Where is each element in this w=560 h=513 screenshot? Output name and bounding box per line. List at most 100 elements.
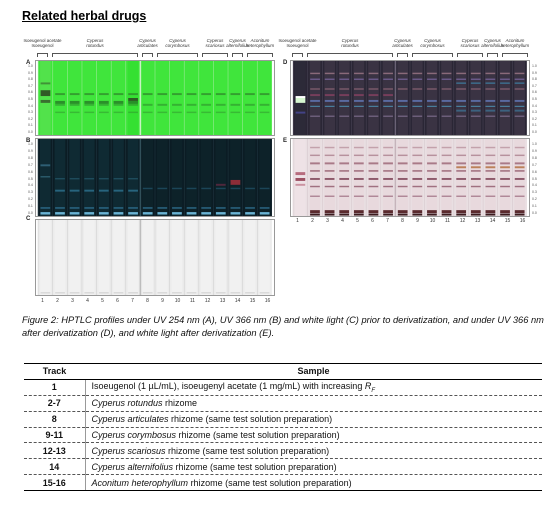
- rf-tick-label: 0.3: [532, 110, 537, 114]
- lane: [427, 61, 438, 135]
- band: [128, 104, 138, 106]
- band: [369, 106, 379, 107]
- band: [216, 188, 226, 189]
- rf-tick-label: 0.2: [28, 197, 33, 201]
- band: [412, 116, 422, 117]
- band: [412, 196, 422, 197]
- band: [201, 212, 211, 214]
- lane: [84, 61, 95, 135]
- band: [354, 210, 364, 213]
- track-number: 13: [473, 218, 483, 224]
- band: [114, 292, 124, 293]
- rf-tick-label: 0.1: [28, 204, 33, 208]
- band: [369, 100, 379, 102]
- band: [295, 184, 305, 186]
- band: [427, 155, 437, 156]
- band: [515, 79, 525, 80]
- rf-tick-label: 0.4: [532, 104, 537, 108]
- band: [427, 178, 437, 180]
- band: [201, 104, 211, 106]
- table-row: 14 Cyperus alternifolius rhizome (same t…: [24, 459, 542, 475]
- lane: [230, 61, 241, 135]
- lane: [500, 139, 511, 216]
- rf-subscript: F: [371, 388, 375, 394]
- lane: [383, 61, 394, 135]
- band: [187, 207, 197, 208]
- band: [486, 162, 496, 164]
- track-cell: 1: [24, 379, 85, 395]
- lane: [99, 220, 110, 295]
- band: [354, 73, 364, 74]
- track-number: 11: [443, 218, 453, 224]
- band: [339, 147, 349, 148]
- hptlc-plate-white-light: [35, 219, 275, 296]
- header-sample: Sample: [85, 364, 542, 380]
- lane: [172, 61, 183, 135]
- track-number: 2: [53, 298, 63, 304]
- band: [260, 93, 270, 95]
- track-cell: 9-11: [24, 427, 85, 443]
- band: [456, 214, 466, 216]
- band: [456, 88, 466, 89]
- band: [187, 188, 197, 189]
- lane: [128, 220, 139, 295]
- group-bracket: [142, 53, 153, 54]
- band: [310, 155, 320, 156]
- lane: [215, 220, 226, 295]
- band: [369, 214, 379, 216]
- band: [442, 178, 452, 180]
- lane: [55, 61, 66, 135]
- band: [485, 79, 495, 80]
- band: [41, 90, 51, 96]
- band: [310, 178, 320, 180]
- lane: [500, 61, 511, 135]
- lane: [69, 61, 80, 135]
- band: [471, 106, 481, 107]
- band: [260, 207, 270, 208]
- band: [412, 88, 422, 89]
- track-cell: 2-7: [24, 395, 85, 411]
- band: [500, 100, 510, 102]
- band: [398, 162, 408, 164]
- sample-cell: Cyperus articulates rhizome (same test s…: [85, 411, 542, 427]
- band: [412, 73, 422, 74]
- band: [70, 178, 80, 179]
- lane: [84, 139, 95, 216]
- lane: [339, 61, 350, 135]
- rf-tick-label: 0.3: [28, 190, 33, 194]
- band: [442, 106, 452, 107]
- sample-cell: Cyperus corymbosus rhizome (same test so…: [85, 427, 542, 443]
- track-number: 14: [488, 218, 498, 224]
- band: [41, 292, 51, 293]
- band: [500, 110, 510, 112]
- band: [398, 196, 408, 197]
- track-number: 15: [503, 218, 513, 224]
- band: [41, 82, 51, 84]
- band: [442, 88, 452, 89]
- rf-tick-label: 0.9: [28, 71, 33, 75]
- rf-tick-label: 1.0: [28, 64, 33, 68]
- lane: [142, 61, 153, 135]
- band: [99, 101, 109, 104]
- band: [369, 116, 379, 117]
- band: [354, 88, 364, 89]
- band: [500, 82, 510, 83]
- lane: [201, 61, 212, 135]
- band: [486, 196, 496, 197]
- band: [325, 100, 335, 102]
- track-number: 2: [308, 218, 318, 224]
- rf-tick-label: 1.0: [28, 142, 33, 146]
- band: [55, 190, 65, 192]
- band: [471, 147, 481, 148]
- band: [369, 147, 379, 148]
- band: [325, 106, 335, 107]
- band: [310, 106, 320, 107]
- rf-tick-label: 0.0: [532, 130, 537, 134]
- band: [70, 104, 80, 106]
- band: [99, 104, 109, 106]
- band: [354, 79, 364, 80]
- band: [412, 210, 422, 213]
- sample-text: rhizome (same test solution preparation): [188, 478, 352, 488]
- rf-tick-label: 0.9: [532, 149, 537, 153]
- band: [427, 170, 437, 171]
